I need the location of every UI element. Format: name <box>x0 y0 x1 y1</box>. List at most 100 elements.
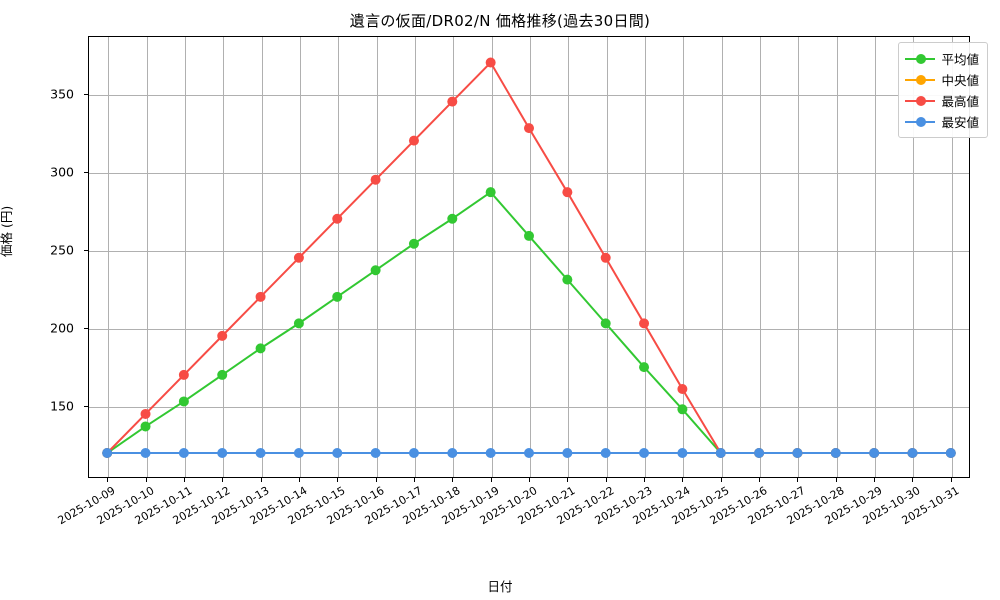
x-axis-tick-mark <box>759 478 761 482</box>
x-axis-tick-mark <box>452 478 454 482</box>
data-point-marker <box>293 318 304 329</box>
gridline-vertical <box>491 37 493 477</box>
y-axis-tick-label: 300 <box>50 164 74 180</box>
x-axis-tick-mark <box>145 478 147 482</box>
data-point-marker <box>408 135 419 146</box>
data-point-marker <box>140 421 151 432</box>
data-point-marker <box>600 318 611 329</box>
x-axis-tick-mark <box>337 478 339 482</box>
gridline-vertical <box>338 37 340 477</box>
data-point-marker <box>869 448 880 459</box>
gridline-horizontal <box>89 329 969 331</box>
data-point-marker <box>639 318 650 329</box>
data-point-marker <box>293 252 304 263</box>
data-point-marker <box>217 448 228 459</box>
x-axis-tick-mark <box>950 478 952 482</box>
gridline-vertical <box>875 37 877 477</box>
gridline-vertical <box>913 37 915 477</box>
gridline-vertical <box>530 37 531 477</box>
x-axis-tick-mark <box>222 478 224 482</box>
legend-swatch-icon <box>905 52 936 66</box>
data-point-marker <box>332 291 343 302</box>
gridline-vertical <box>261 37 263 477</box>
y-axis-title: 価格 (円) <box>0 205 14 257</box>
y-axis-tick-mark <box>84 406 88 408</box>
y-axis-tick-label: 350 <box>50 86 74 102</box>
data-point-marker <box>140 408 151 419</box>
data-point-marker <box>485 57 496 68</box>
legend-swatch-icon <box>905 94 936 108</box>
data-point-marker <box>408 448 419 459</box>
data-point-marker <box>600 448 611 459</box>
gridline-vertical <box>721 37 723 477</box>
gridline-horizontal <box>89 407 969 409</box>
gridline-vertical <box>568 37 570 477</box>
data-point-marker <box>178 396 189 407</box>
data-point-marker <box>562 448 573 459</box>
x-axis-tick-mark <box>375 478 377 482</box>
x-axis-tick-mark <box>490 478 492 482</box>
legend-label: 最高値 <box>941 94 979 109</box>
y-axis-tick-mark <box>84 171 88 173</box>
data-point-marker <box>677 448 688 459</box>
data-point-marker <box>370 174 381 185</box>
data-point-marker <box>945 448 956 459</box>
gridline-vertical <box>645 37 647 477</box>
gridline-vertical <box>453 37 455 477</box>
x-axis-tick-mark <box>107 478 109 482</box>
gridline-vertical <box>760 37 762 477</box>
data-point-marker <box>562 187 573 198</box>
data-point-marker <box>524 230 534 241</box>
legend-item-最高値[interactable]: 最高値 <box>905 90 979 111</box>
x-axis-tick-mark <box>682 478 684 482</box>
data-point-marker <box>677 383 688 394</box>
y-axis-ticks: 150 200 250 300 350 <box>0 0 88 600</box>
gridline-vertical <box>184 37 186 477</box>
data-point-marker <box>255 291 266 302</box>
data-point-marker <box>178 369 189 380</box>
gridline-vertical <box>146 37 148 477</box>
series-line-最高値 <box>106 61 952 455</box>
data-point-marker <box>715 448 726 459</box>
x-axis-tick-mark <box>413 478 415 482</box>
data-point-marker <box>370 448 381 459</box>
data-point-marker <box>255 343 266 354</box>
gridline-horizontal <box>89 250 969 252</box>
x-axis-title: 日付 <box>487 579 513 594</box>
data-point-marker <box>102 448 113 459</box>
data-point-marker <box>178 448 189 459</box>
data-point-marker <box>485 187 496 198</box>
legend-item-中央値[interactable]: 中央値 <box>905 69 979 90</box>
data-point-marker <box>524 448 534 459</box>
x-axis-tick-mark <box>183 478 185 482</box>
data-point-marker <box>485 448 496 459</box>
y-axis-tick-mark <box>84 328 88 330</box>
data-point-marker <box>370 265 381 276</box>
plot-area <box>88 36 970 478</box>
gridline-vertical <box>414 37 416 477</box>
data-point-marker <box>830 448 841 459</box>
data-point-marker <box>600 252 611 263</box>
chart-title: 遺言の仮面/DR02/N 価格推移(過去30日間) <box>349 12 651 30</box>
data-point-marker <box>217 369 228 380</box>
legend-item-最安値[interactable]: 最安値 <box>905 111 979 132</box>
gridline-vertical <box>836 37 838 477</box>
x-axis-tick-mark <box>529 478 530 482</box>
data-point-marker <box>562 274 573 285</box>
gridline-vertical <box>376 37 378 477</box>
y-axis-tick-label: 150 <box>50 398 74 414</box>
y-axis-tick-mark <box>84 249 88 251</box>
data-point-marker <box>907 448 918 459</box>
gridline-vertical <box>108 37 110 477</box>
legend-item-平均値[interactable]: 平均値 <box>905 48 979 69</box>
data-point-marker <box>754 448 765 459</box>
data-point-marker <box>792 448 803 459</box>
x-axis-tick-mark <box>874 478 876 482</box>
gridline-vertical <box>223 37 225 477</box>
data-point-marker <box>332 213 343 224</box>
x-axis-tick-mark <box>912 478 914 482</box>
data-point-marker <box>447 448 458 459</box>
legend-label: 平均値 <box>941 52 979 67</box>
